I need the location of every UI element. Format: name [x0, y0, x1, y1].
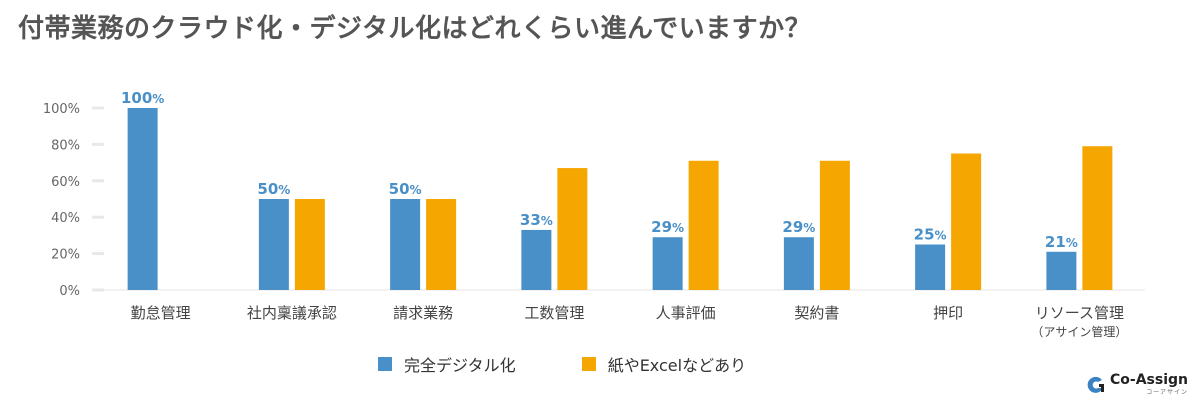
bar-paper — [819, 160, 850, 290]
x-tick-label: 請求業務 — [393, 304, 453, 322]
y-tick-label: 0% — [59, 284, 80, 299]
data-label-digital: 33% — [520, 211, 553, 229]
x-tick-label: リソース管理 — [1035, 304, 1124, 322]
bar-paper — [294, 199, 325, 290]
co-assign-logo: Co-Assign コーアサイン — [1086, 373, 1188, 396]
x-tick-label: 勤怠管理 — [131, 304, 191, 322]
y-tick-label: 20% — [51, 248, 80, 263]
data-label-digital: 29% — [782, 218, 815, 236]
chart-title: 付帯業務のクラウド化・デジタル化はどれくらい進んでいますか？ — [18, 14, 812, 44]
y-tick-label: 100% — [43, 102, 80, 117]
bar-paper — [557, 168, 588, 290]
data-label-digital: 21% — [1045, 233, 1078, 251]
legend-label-paper: 紙やExcelなどあり — [607, 356, 747, 375]
x-tick-sublabel: （アサイン管理） — [1031, 324, 1127, 339]
x-tick-label: 人事評価 — [656, 304, 716, 322]
bar-paper — [426, 199, 457, 290]
legend-item-digital: 完全デジタル化 — [378, 352, 516, 376]
legend-swatch-paper — [581, 357, 596, 371]
bar-digital — [1046, 251, 1077, 290]
bar-digital — [783, 237, 814, 290]
y-tick-label: 60% — [51, 175, 80, 190]
x-tick-label: 契約書 — [794, 304, 839, 322]
data-label-digital: 100% — [121, 89, 164, 107]
y-tick-label: 80% — [51, 138, 80, 153]
data-label-digital: 50% — [389, 180, 422, 198]
x-tick-label: 社内稟議承認 — [247, 304, 337, 322]
legend-label-digital: 完全デジタル化 — [404, 356, 516, 375]
data-label-digital: 25% — [914, 226, 947, 244]
bar-digital — [127, 108, 158, 290]
bar-paper — [1082, 146, 1113, 290]
bar-digital — [915, 244, 946, 290]
bar-digital — [258, 199, 289, 290]
x-tick-label: 押印 — [933, 304, 963, 322]
data-label-digital: 50% — [257, 180, 290, 198]
logo-name: Co-Assign — [1110, 372, 1188, 388]
legend-item-paper: 紙やExcelなどあり — [581, 352, 747, 376]
y-tick-label: 40% — [51, 211, 80, 226]
bar-paper — [951, 153, 982, 290]
logo-subtext: コーアサイン — [1146, 389, 1188, 396]
bar-chart: 0% 20% 40% 60% 80% 100% 100% 勤怠管理 50% 社内稟議承認 50% 請求… — [43, 89, 1145, 339]
bar-digital — [390, 199, 421, 290]
legend: 完全デジタル化 紙やExcelなどあり — [378, 352, 812, 376]
bar-digital — [652, 237, 683, 290]
data-label-digital: 29% — [651, 218, 684, 236]
x-tick-label: 工数管理 — [524, 304, 584, 322]
legend-swatch-digital — [378, 357, 392, 371]
bar-paper — [688, 160, 719, 290]
co-assign-logo-icon — [1087, 376, 1104, 393]
bar-digital — [521, 229, 552, 290]
